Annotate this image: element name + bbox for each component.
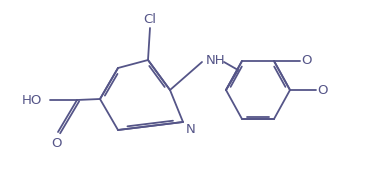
Text: NH: NH: [206, 54, 226, 67]
Text: Cl: Cl: [143, 13, 156, 26]
Text: N: N: [186, 123, 196, 136]
Text: HO: HO: [22, 93, 42, 106]
Text: O: O: [52, 137, 62, 150]
Text: O: O: [317, 83, 327, 96]
Text: O: O: [301, 55, 312, 68]
